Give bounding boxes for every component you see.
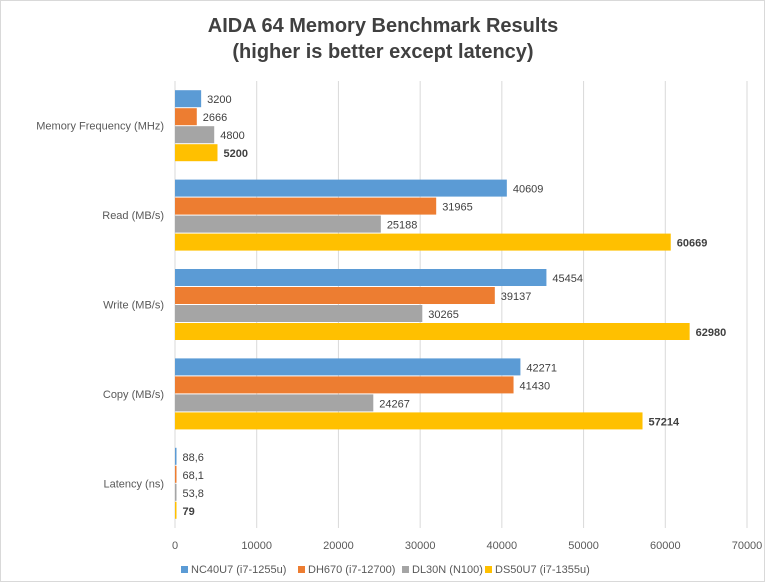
data-label: 5200 [223,148,247,160]
x-tick-label: 10000 [241,540,272,552]
bar [175,144,218,162]
x-tick-label: 50000 [568,540,599,552]
bar [175,376,514,394]
x-tick-label: 60000 [650,540,681,552]
legend-swatch [485,566,492,573]
data-label: 53,8 [183,488,204,500]
data-label: 42271 [526,362,557,374]
data-label: 30265 [428,309,459,321]
data-label: 4800 [220,130,244,142]
bar [175,358,521,376]
legend-swatch [402,566,409,573]
legend-swatch [298,566,305,573]
bar [175,465,177,483]
legend-swatch [181,566,188,573]
category-label: Latency (ns) [103,478,164,490]
category-label: Memory Frequency (MHz) [36,121,164,133]
chart-title: AIDA 64 Memory Benchmark Results [208,15,559,37]
bar [175,108,197,126]
category-label: Write (MB/s) [103,300,164,312]
data-label: 88,6 [183,452,204,464]
data-label: 25188 [387,220,418,232]
legend-label: NC40U7 (i7-1255u) [191,564,286,576]
bar [175,179,507,197]
data-label: 31965 [442,202,473,214]
x-tick-label: 20000 [323,540,354,552]
bar [175,323,690,340]
data-label: 45454 [552,273,583,285]
x-tick-label: 70000 [732,540,763,552]
bar [175,305,423,322]
data-label: 40609 [513,184,544,196]
legend-label: DL30N (N100) [412,564,483,576]
bar [175,412,643,430]
bar [175,287,495,304]
legend-label: DS50U7 (i7-1355u) [495,564,590,576]
bar [175,233,671,251]
data-label: 60669 [677,238,708,250]
bar [175,447,177,465]
data-label: 62980 [696,327,727,339]
bar [175,126,215,144]
bar [175,483,177,501]
x-tick-label: 40000 [487,540,518,552]
bar [175,90,202,108]
data-label: 3200 [207,94,231,106]
data-label: 2666 [203,112,227,124]
data-label: 24267 [379,398,410,410]
x-tick-label: 30000 [405,540,436,552]
category-label: Read (MB/s) [102,210,164,222]
bar [175,269,547,286]
category-label: Copy (MB/s) [103,389,164,401]
data-label: 41430 [520,380,551,392]
x-tick-label: 0 [172,540,178,552]
bar [175,501,177,519]
data-label: 39137 [501,291,532,303]
bar [175,197,437,215]
legend-label: DH670 (i7-12700) [308,564,395,576]
bar [175,394,374,412]
data-label: 79 [183,506,195,518]
data-label: 57214 [649,416,680,428]
data-label: 68,1 [183,470,204,482]
bar [175,215,381,233]
chart-subtitle: (higher is better except latency) [232,41,533,63]
